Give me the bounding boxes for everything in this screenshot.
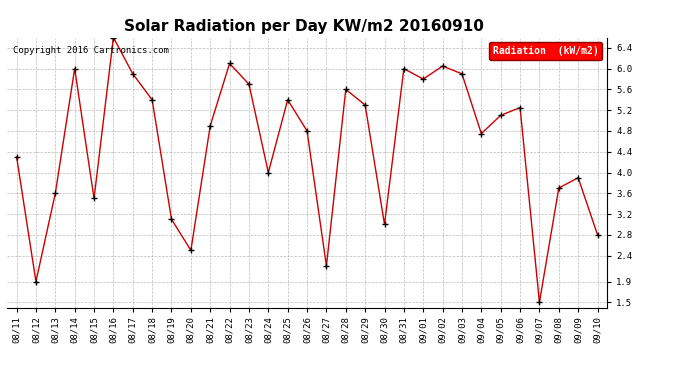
Radiation  (kW/m2) [419,77,427,81]
Line: Radiation  (kW/m2): Radiation (kW/m2) [13,34,601,306]
Radiation  (kW/m2) [206,123,215,128]
Radiation  (kW/m2) [168,217,176,222]
Text: Copyright 2016 Cartronics.com: Copyright 2016 Cartronics.com [13,46,169,55]
Radiation  (kW/m2) [535,300,544,304]
Radiation  (kW/m2) [303,129,311,133]
Radiation  (kW/m2) [264,170,273,175]
Radiation  (kW/m2) [128,72,137,76]
Radiation  (kW/m2) [70,66,79,71]
Radiation  (kW/m2) [90,196,98,201]
Radiation  (kW/m2) [593,232,602,237]
Radiation  (kW/m2) [477,131,486,136]
Radiation  (kW/m2) [109,35,117,40]
Radiation  (kW/m2) [226,61,234,66]
Radiation  (kW/m2) [148,98,156,102]
Radiation  (kW/m2) [322,264,331,268]
Radiation  (kW/m2) [438,64,446,68]
Radiation  (kW/m2) [380,222,388,226]
Radiation  (kW/m2) [458,72,466,76]
Radiation  (kW/m2) [32,279,40,284]
Legend: Radiation  (kW/m2): Radiation (kW/m2) [489,42,602,60]
Radiation  (kW/m2) [12,154,21,159]
Radiation  (kW/m2) [51,191,59,195]
Radiation  (kW/m2) [187,248,195,253]
Radiation  (kW/m2) [245,82,253,87]
Radiation  (kW/m2) [284,98,292,102]
Radiation  (kW/m2) [497,113,505,118]
Radiation  (kW/m2) [555,186,563,190]
Radiation  (kW/m2) [342,87,350,92]
Radiation  (kW/m2) [516,105,524,110]
Radiation  (kW/m2) [361,103,369,107]
Radiation  (kW/m2) [574,176,582,180]
Text: Solar Radiation per Day KW/m2 20160910: Solar Radiation per Day KW/m2 20160910 [124,19,484,34]
Radiation  (kW/m2) [400,66,408,71]
